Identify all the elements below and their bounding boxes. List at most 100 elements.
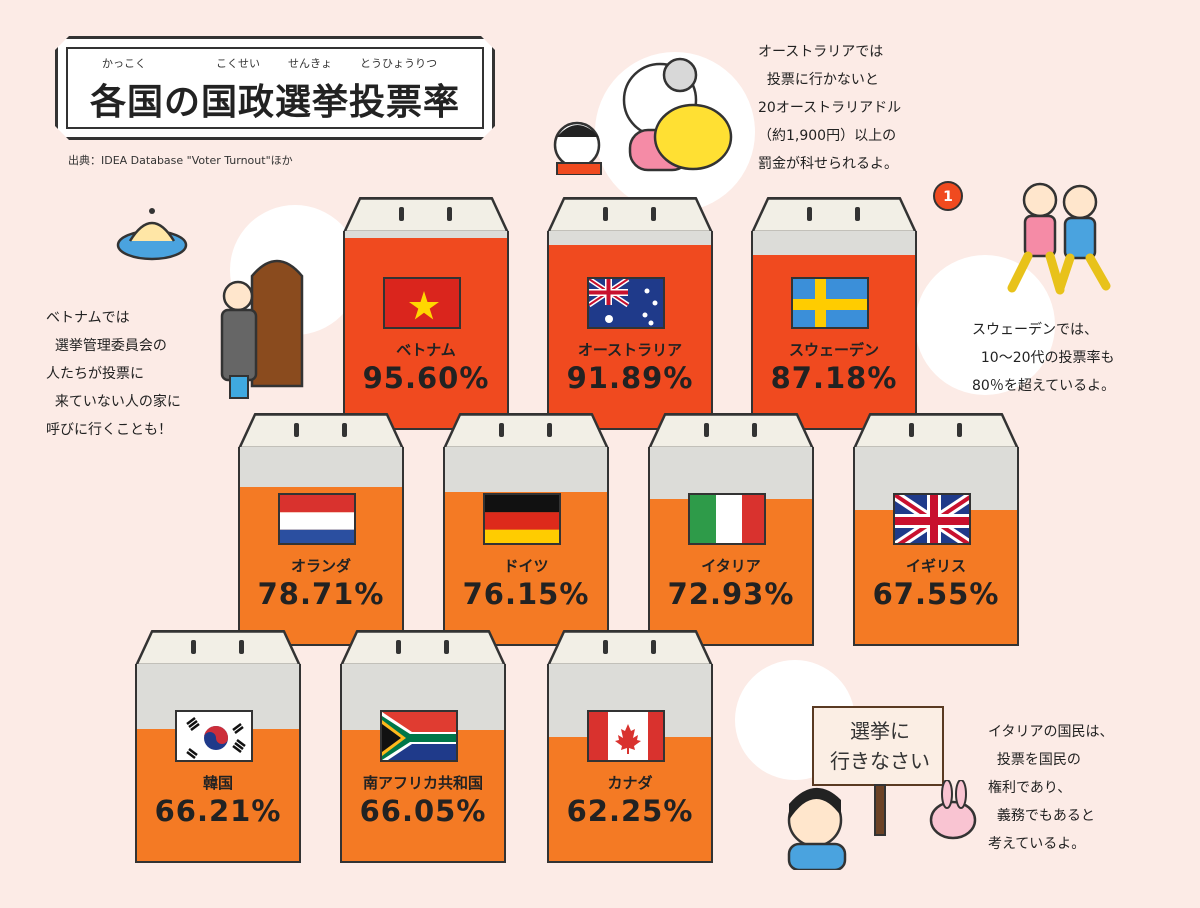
ballot-box: ドイツ 76.15% [443, 413, 609, 646]
vote-sign: 選挙に 行きなさい [812, 706, 944, 786]
country-label: ドイツ [503, 557, 549, 575]
title-plate: かっこく こくせい せんきょ とうひょうりつ 各国の国政選挙投票率 [55, 36, 495, 140]
ballot-slot [499, 423, 504, 437]
ballot-box-body [648, 447, 814, 646]
turnout-value-label: 66.21% [154, 794, 282, 828]
australia-flag-icon [587, 277, 665, 329]
ballot-slot [651, 640, 656, 654]
turnout-value-label: 78.71% [257, 577, 385, 611]
ballot-slot [909, 423, 914, 437]
ballot-box-body [751, 231, 917, 430]
country-label: 韓国 [202, 774, 233, 792]
ballot-box: オランダ 78.71% [238, 413, 404, 646]
page-title: 各国の国政選挙投票率 [89, 82, 460, 123]
ballot-box-body [443, 447, 609, 646]
ballot-slot [447, 207, 452, 221]
knocking-man-illustration [220, 259, 304, 399]
bg-blob [915, 255, 1055, 395]
ballot-slot [807, 207, 812, 221]
ruby-2: こくせい [216, 57, 260, 70]
ballot-slot [191, 640, 196, 654]
ballot-box-body [547, 664, 713, 863]
ballot-slot [651, 207, 656, 221]
ballot-slot [957, 423, 962, 437]
ballot-box: 南アフリカ共和国 66.05% [340, 630, 506, 863]
ballot-slot [704, 423, 709, 437]
ruby-4: とうひょうりつ [360, 57, 438, 70]
ballot-box-lid-outline [648, 413, 814, 449]
ballot-slot [547, 423, 552, 437]
ballot-box: イタリア 72.93% [648, 413, 814, 646]
woman-rabbit-illustration [787, 780, 977, 870]
note-italy: イタリアの国民は、 投票を国民の 権利であり、 義務でもあると 考えているよ。 [988, 724, 1114, 852]
turnout-value-label: 72.93% [667, 577, 795, 611]
country-label: オーストラリア [577, 341, 683, 359]
ballot-box-lid-outline [135, 630, 301, 666]
ballot-slot [239, 640, 244, 654]
turnout-value-label: 66.05% [359, 794, 487, 828]
turnout-bar [345, 237, 507, 428]
ballot-box-body [853, 447, 1019, 646]
ballot-box-lid-outline [343, 197, 509, 233]
ballot-slot [396, 640, 401, 654]
sign-post [874, 784, 886, 836]
ballot-box: カナダ 62.25% [547, 630, 713, 863]
uk-flag-icon [893, 493, 971, 545]
vietnam-flag-icon [383, 277, 461, 329]
turnout-bar [549, 245, 711, 428]
ballot-box: オーストラリア 91.89% [547, 197, 713, 430]
ballot-slot [603, 207, 608, 221]
country-label: スウェーデン [788, 341, 879, 359]
ballot-box-body [238, 447, 404, 646]
ballot-box-lid-outline [238, 413, 404, 449]
title-ruby: かっこく こくせい せんきょ とうひょうりつ [68, 55, 482, 71]
country-label: ベトナム [396, 341, 456, 359]
turnout-value-label: 87.18% [770, 361, 898, 395]
ruby-3: せんきょ [288, 57, 332, 70]
ruby-1: かっこく [102, 57, 146, 70]
netherlands-flag-icon [278, 493, 356, 545]
ballot-slot [444, 640, 449, 654]
country-label: 南アフリカ共和国 [362, 774, 483, 792]
country-label: オランダ [290, 557, 351, 575]
ballot-box: スウェーデン 87.18% [751, 197, 917, 430]
turnout-value-label: 95.60% [362, 361, 490, 395]
country-label: イギリス [905, 557, 966, 575]
ballot-box-body [340, 664, 506, 863]
ballot-box-lid-outline [340, 630, 506, 666]
country-label: イタリア [701, 557, 761, 575]
ufo-illustration [116, 208, 188, 261]
germany-flag-icon [483, 493, 561, 545]
south-africa-flag-icon [380, 710, 458, 762]
country-label: カナダ [607, 774, 653, 792]
turnout-value-label: 67.55% [872, 577, 1000, 611]
ballot-box: 韓国 66.21% [135, 630, 301, 863]
ballot-box-body [547, 231, 713, 430]
ballot-box-body [343, 231, 509, 430]
ballot-box-lid-outline [547, 630, 713, 666]
ballot-slot [855, 207, 860, 221]
ballot-box-body [135, 664, 301, 863]
source-text: 出典：IDEA Database "Voter Turnout"ほか [68, 154, 293, 167]
canada-flag-icon [587, 710, 665, 762]
turnout-value-label: 62.25% [566, 794, 694, 828]
ballot-box-lid-outline [443, 413, 609, 449]
ballot-slot [294, 423, 299, 437]
sign-text: 選挙に 行きなさい [830, 719, 930, 773]
ballot-box-lid-outline [547, 197, 713, 233]
note-australia: オーストラリアでは 投票に行かないと 20オーストラリアドル （約1,900円）… [758, 44, 902, 172]
ballot-box: イギリス 67.55% [853, 413, 1019, 646]
grandma-wallet-illustration [553, 57, 733, 175]
ballot-box-lid-outline [751, 197, 917, 233]
ballot-slot [342, 423, 347, 437]
ballot-slot [752, 423, 757, 437]
ballot-box-lid-outline [853, 413, 1019, 449]
italy-flag-icon [688, 493, 766, 545]
badge-number: 1 [943, 189, 953, 205]
ballot-slot [603, 640, 608, 654]
ballot-box: ベトナム 95.60% [343, 197, 509, 430]
turnout-value-label: 76.15% [462, 577, 590, 611]
ballot-slot [399, 207, 404, 221]
note-sweden: スウェーデンでは、 10～20代の投票率も 80％を超えているよ。 [972, 322, 1116, 394]
korea-flag-icon [175, 710, 253, 762]
